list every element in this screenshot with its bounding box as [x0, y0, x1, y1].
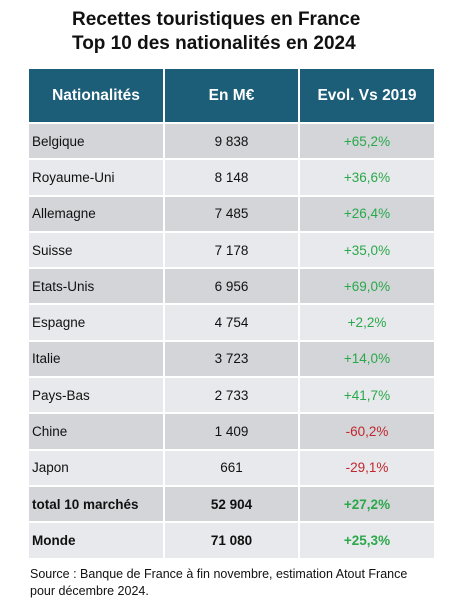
amount-cell: 8 148	[163, 158, 299, 196]
amount-cell: 1 409	[163, 412, 299, 450]
amount-cell: 9 838	[163, 121, 299, 160]
table-row: Japon 661 -29,1%	[29, 448, 434, 486]
column-header: Nationalités	[29, 69, 164, 123]
country-cell: Espagne	[29, 303, 164, 341]
country-cell: Allemagne	[29, 194, 164, 232]
evolution-cell: +65,2%	[298, 121, 434, 160]
evolution-cell: +14,0%	[298, 339, 434, 378]
header-row: Nationalités En M€ Evol. Vs 2019	[29, 69, 434, 123]
evolution-cell: +27,2%	[298, 484, 434, 523]
table-row: Royaume-Uni 8 148 +36,6%	[29, 158, 434, 196]
evolution-cell: +26,4%	[298, 194, 434, 232]
evolution-cell: +41,7%	[298, 376, 434, 414]
evolution-cell: +36,6%	[298, 158, 434, 196]
table-row: Italie 3 723 +14,0%	[29, 339, 434, 378]
amount-cell: 3 723	[163, 339, 299, 378]
country-cell: Belgique	[29, 121, 164, 160]
title-block: Recettes touristiques en France Top 10 d…	[72, 8, 360, 56]
country-cell: Suisse	[29, 230, 164, 269]
amount-cell: 661	[163, 448, 299, 486]
evolution-cell: +2,2%	[298, 303, 434, 341]
amount-cell: 71 080	[163, 521, 299, 558]
country-cell: Chine	[29, 412, 164, 450]
table-row: Monde 71 080 +25,3%	[29, 521, 434, 558]
title: Recettes touristiques en France	[72, 9, 361, 30]
amount-cell: 6 956	[163, 267, 299, 305]
amount-cell: 7 178	[163, 230, 299, 269]
data-table: Nationalités En M€ Evol. Vs 2019 Belgique 9…	[29, 69, 434, 558]
table-row: Pays-Bas 2 733 +41,7%	[29, 376, 434, 414]
amount-cell: 52 904	[163, 484, 299, 523]
country-cell: Italie	[29, 339, 164, 378]
table-row: Etats-Unis 6 956 +69,0%	[29, 267, 434, 305]
country-cell: Etats-Unis	[29, 267, 164, 305]
evolution-cell: +69,0%	[298, 267, 434, 305]
column-header: Evol. Vs 2019	[298, 69, 434, 123]
table-row: Espagne 4 754 +2,2%	[29, 303, 434, 341]
country-cell: Monde	[29, 521, 164, 558]
evolution-cell: -29,1%	[298, 448, 434, 486]
table-body: Belgique 9 838 +65,2% Royaume-Uni 8 148 +36,6…	[29, 121, 434, 558]
country-cell: Royaume-Uni	[29, 158, 164, 196]
subtitle: Top 10 des nationalités en 2024	[72, 33, 356, 54]
amount-cell: 4 754	[163, 303, 299, 341]
source-note: Source : Banque de France à fin novembre…	[30, 567, 408, 598]
table-row: Suisse 7 178 +35,0%	[29, 230, 434, 269]
table-row: Chine 1 409 -60,2%	[29, 412, 434, 450]
table-row: Allemagne 7 485 +26,4%	[29, 194, 434, 232]
country-cell: Japon	[29, 448, 164, 486]
amount-cell: 7 485	[163, 194, 299, 232]
table-row: Belgique 9 838 +65,2%	[29, 121, 434, 160]
column-header: En M€	[163, 69, 299, 123]
evolution-cell: +35,0%	[298, 230, 434, 269]
country-cell: total 10 marchés	[29, 484, 164, 523]
amount-cell: 2 733	[163, 376, 299, 414]
table-row: total 10 marchés 52 904 +27,2%	[29, 484, 434, 523]
country-cell: Pays-Bas	[29, 376, 164, 414]
evolution-cell: +25,3%	[298, 521, 434, 558]
evolution-cell: -60,2%	[298, 412, 434, 450]
